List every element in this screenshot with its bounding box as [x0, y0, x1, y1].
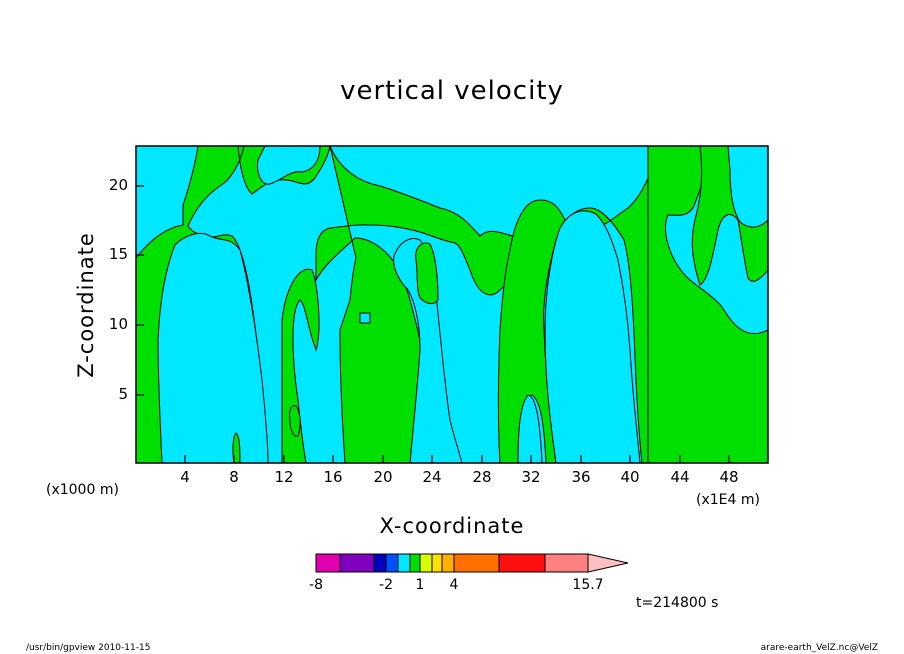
y-tick-label: 5 [118, 385, 128, 403]
x-tick-label: 8 [229, 468, 239, 486]
x-axis-label: X-coordinate [379, 514, 525, 538]
footer-left: /usr/bin/gpview 2010-11-15 [26, 643, 151, 653]
y-tick-label: 10 [108, 315, 128, 333]
x-tick-label: 4 [180, 468, 190, 486]
green-speck-1 [232, 432, 241, 464]
colorbar-tick-label: 4 [449, 577, 459, 593]
green-region-right [647, 145, 769, 464]
y-tick-label: 20 [108, 176, 128, 194]
colorbar [315, 553, 629, 573]
x-tick-label: 24 [422, 468, 442, 486]
x-tick-label: 16 [323, 468, 343, 486]
cyan-island-5 [727, 145, 769, 228]
x-unit-left: (x1000 m) [46, 482, 119, 498]
x-tick-label: 44 [670, 468, 690, 486]
green-speck-2 [289, 405, 301, 437]
cyan-island-4 [517, 394, 543, 464]
cyan-island-1 [157, 232, 269, 464]
x-tick-label: 32 [521, 468, 541, 486]
x-tick-label: 20 [373, 468, 393, 486]
x-unit-right: (x1E4 m) [696, 492, 760, 508]
green-speck-3 [415, 242, 439, 305]
cyan-island-2 [393, 238, 463, 464]
y-tick-label: 15 [108, 245, 128, 263]
footer-right: arare-earth_VelZ.nc@VelZ [760, 643, 878, 653]
chart-title: vertical velocity [340, 76, 564, 106]
cyan-island-6 [257, 145, 321, 185]
x-tick-label: 36 [571, 468, 591, 486]
axis-ticks [136, 185, 730, 463]
time-label: t=214800 s [636, 595, 719, 611]
plot-area [135, 145, 769, 464]
x-tick-label: 28 [472, 468, 492, 486]
x-tick-label: 12 [274, 468, 294, 486]
colorbar-tick-label: -8 [309, 577, 323, 593]
x-tick-label: 40 [620, 468, 640, 486]
plot-frame [135, 145, 769, 464]
colorbar-tick-label: 15.7 [572, 577, 604, 593]
colorbar-tick-label: 1 [415, 577, 425, 593]
x-tick-label: 48 [719, 468, 739, 486]
colorbar-tick-label: -2 [379, 577, 393, 593]
cyan-island-3 [544, 210, 641, 464]
cyan-island-7 [359, 312, 371, 324]
